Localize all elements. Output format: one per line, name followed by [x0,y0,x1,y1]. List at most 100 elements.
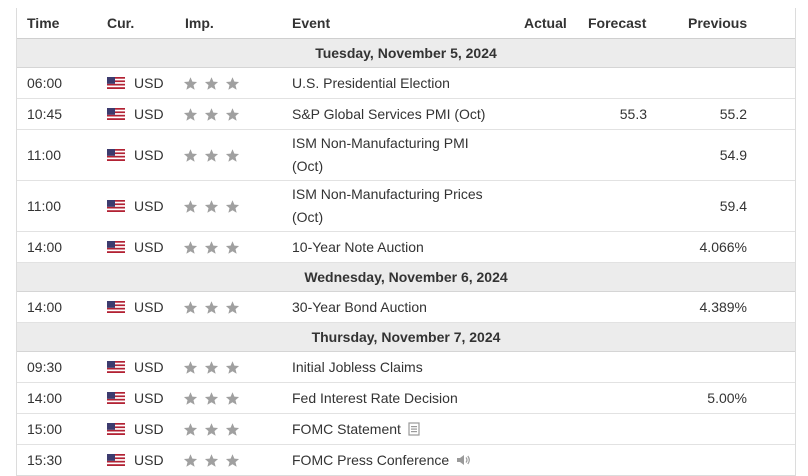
previous-value: 59.4 [719,198,747,214]
currency-cell: USD [107,445,164,475]
table-row[interactable]: 14:00 USD 10-Year Note Auction 4.066% [17,232,795,263]
event-label[interactable]: ISM Non-Manufacturing Prices (Oct) [292,183,483,229]
event-name[interactable]: 30-Year Bond Auction [292,292,512,322]
event-label[interactable]: Initial Jobless Claims [292,358,423,375]
table-row[interactable]: 10:45 USD S&P Global Services PMI (Oct) … [17,99,795,130]
currency-cell: USD [107,232,164,262]
star-icon [204,300,219,314]
header-previous[interactable]: Previous [688,15,748,31]
header-importance[interactable]: Imp. [185,15,214,31]
event-name[interactable]: FOMC Press Conference [292,445,512,475]
header-event[interactable]: Event [292,15,331,31]
importance-stars [183,68,246,98]
event-time: 14:00 [27,299,63,315]
star-icon [204,76,219,90]
us-flag-icon [107,301,125,313]
importance-stars [183,292,246,322]
event-time: 10:45 [27,106,63,122]
importance-stars [183,130,246,180]
currency-cell: USD [107,99,164,129]
table-row[interactable]: 15:30 USD FOMC Press Conference [17,445,795,475]
header-time[interactable]: Time [27,15,60,31]
table-row[interactable]: 09:30 USD Initial Jobless Claims [17,352,795,383]
currency-cell: USD [107,292,164,322]
currency-label: USD [134,359,164,375]
event-label[interactable]: FOMC Statement [292,420,401,437]
event-name[interactable]: ISM Non-Manufacturing Prices (Oct) [292,181,512,231]
event-name[interactable]: U.S. Presidential Election [292,68,512,98]
star-icon [183,391,198,405]
event-label-line1[interactable]: ISM Non-Manufacturing PMI [292,135,469,151]
event-label[interactable]: 30-Year Bond Auction [292,298,427,315]
currency-label: USD [134,390,164,406]
us-flag-icon [107,77,125,89]
star-icon [204,148,219,162]
star-icon [204,453,219,467]
event-name[interactable]: 10-Year Note Auction [292,232,512,262]
table-row[interactable]: 14:00 USD 30-Year Bond Auction 4.389% [17,292,795,323]
document-icon[interactable] [407,422,421,436]
us-flag-icon [107,423,125,435]
event-label[interactable]: FOMC Press Conference [292,451,450,468]
previous-value: 55.2 [719,106,747,122]
star-icon [183,76,198,90]
event-time: 15:30 [27,452,63,468]
event-time: 11:00 [27,198,61,214]
date-section-header: Thursday, November 7, 2024 [17,323,795,352]
header-actual[interactable]: Actual [524,15,567,31]
previous-value: 54.9 [719,147,747,163]
event-label-line2[interactable]: (Oct) [292,209,324,225]
importance-stars [183,181,246,231]
importance-stars [183,383,246,413]
currency-label: USD [134,75,164,91]
star-icon [225,148,240,162]
header-currency[interactable]: Cur. [107,15,135,31]
importance-stars [183,352,246,382]
event-name[interactable]: Initial Jobless Claims [292,352,512,382]
table-header: Time Cur. Imp. Event Actual Forecast Pre… [17,8,795,39]
star-icon [183,199,198,213]
us-flag-icon [107,454,125,466]
table-row[interactable]: 06:00 USD U.S. Presidential Election [17,68,795,99]
event-name[interactable]: Fed Interest Rate Decision [292,383,512,413]
currency-cell: USD [107,352,164,382]
table-row[interactable]: 15:00 USD FOMC Statement [17,414,795,445]
star-icon [204,360,219,374]
table-row[interactable]: 14:00 USD Fed Interest Rate Decision 5.0… [17,383,795,414]
event-label[interactable]: ISM Non-Manufacturing PMI (Oct) [292,132,469,178]
speaker-icon[interactable] [455,453,471,467]
star-icon [183,300,198,314]
us-flag-icon [107,392,125,404]
event-label[interactable]: S&P Global Services PMI (Oct) [292,105,486,122]
event-time: 14:00 [27,390,63,406]
previous-value: 4.389% [699,299,747,315]
currency-cell: USD [107,414,164,444]
event-label[interactable]: 10-Year Note Auction [292,238,424,255]
event-name[interactable]: S&P Global Services PMI (Oct) [292,99,512,129]
event-name[interactable]: ISM Non-Manufacturing PMI (Oct) [292,130,512,180]
importance-stars [183,445,246,475]
table-row[interactable]: 11:00 USD ISM Non-Manufacturing PMI (Oct)… [17,130,795,181]
table-row[interactable]: 11:00 USD ISM Non-Manufacturing Prices (O… [17,181,795,232]
star-icon [225,240,240,254]
star-icon [204,422,219,436]
star-icon [225,199,240,213]
event-label-line2[interactable]: (Oct) [292,158,324,174]
date-section-header: Wednesday, November 6, 2024 [17,263,795,292]
us-flag-icon [107,361,125,373]
currency-cell: USD [107,181,164,231]
currency-label: USD [134,299,164,315]
star-icon [183,360,198,374]
date-section-header: Tuesday, November 5, 2024 [17,39,795,68]
event-time: 11:00 [27,147,61,163]
star-icon [183,422,198,436]
currency-label: USD [134,452,164,468]
previous-value: 5.00% [707,390,747,406]
event-label[interactable]: U.S. Presidential Election [292,74,450,91]
header-forecast[interactable]: Forecast [588,15,647,31]
event-label[interactable]: Fed Interest Rate Decision [292,389,458,406]
event-label-line1[interactable]: ISM Non-Manufacturing Prices [292,186,483,202]
star-icon [183,453,198,467]
event-name[interactable]: FOMC Statement [292,414,512,444]
currency-cell: USD [107,130,164,180]
